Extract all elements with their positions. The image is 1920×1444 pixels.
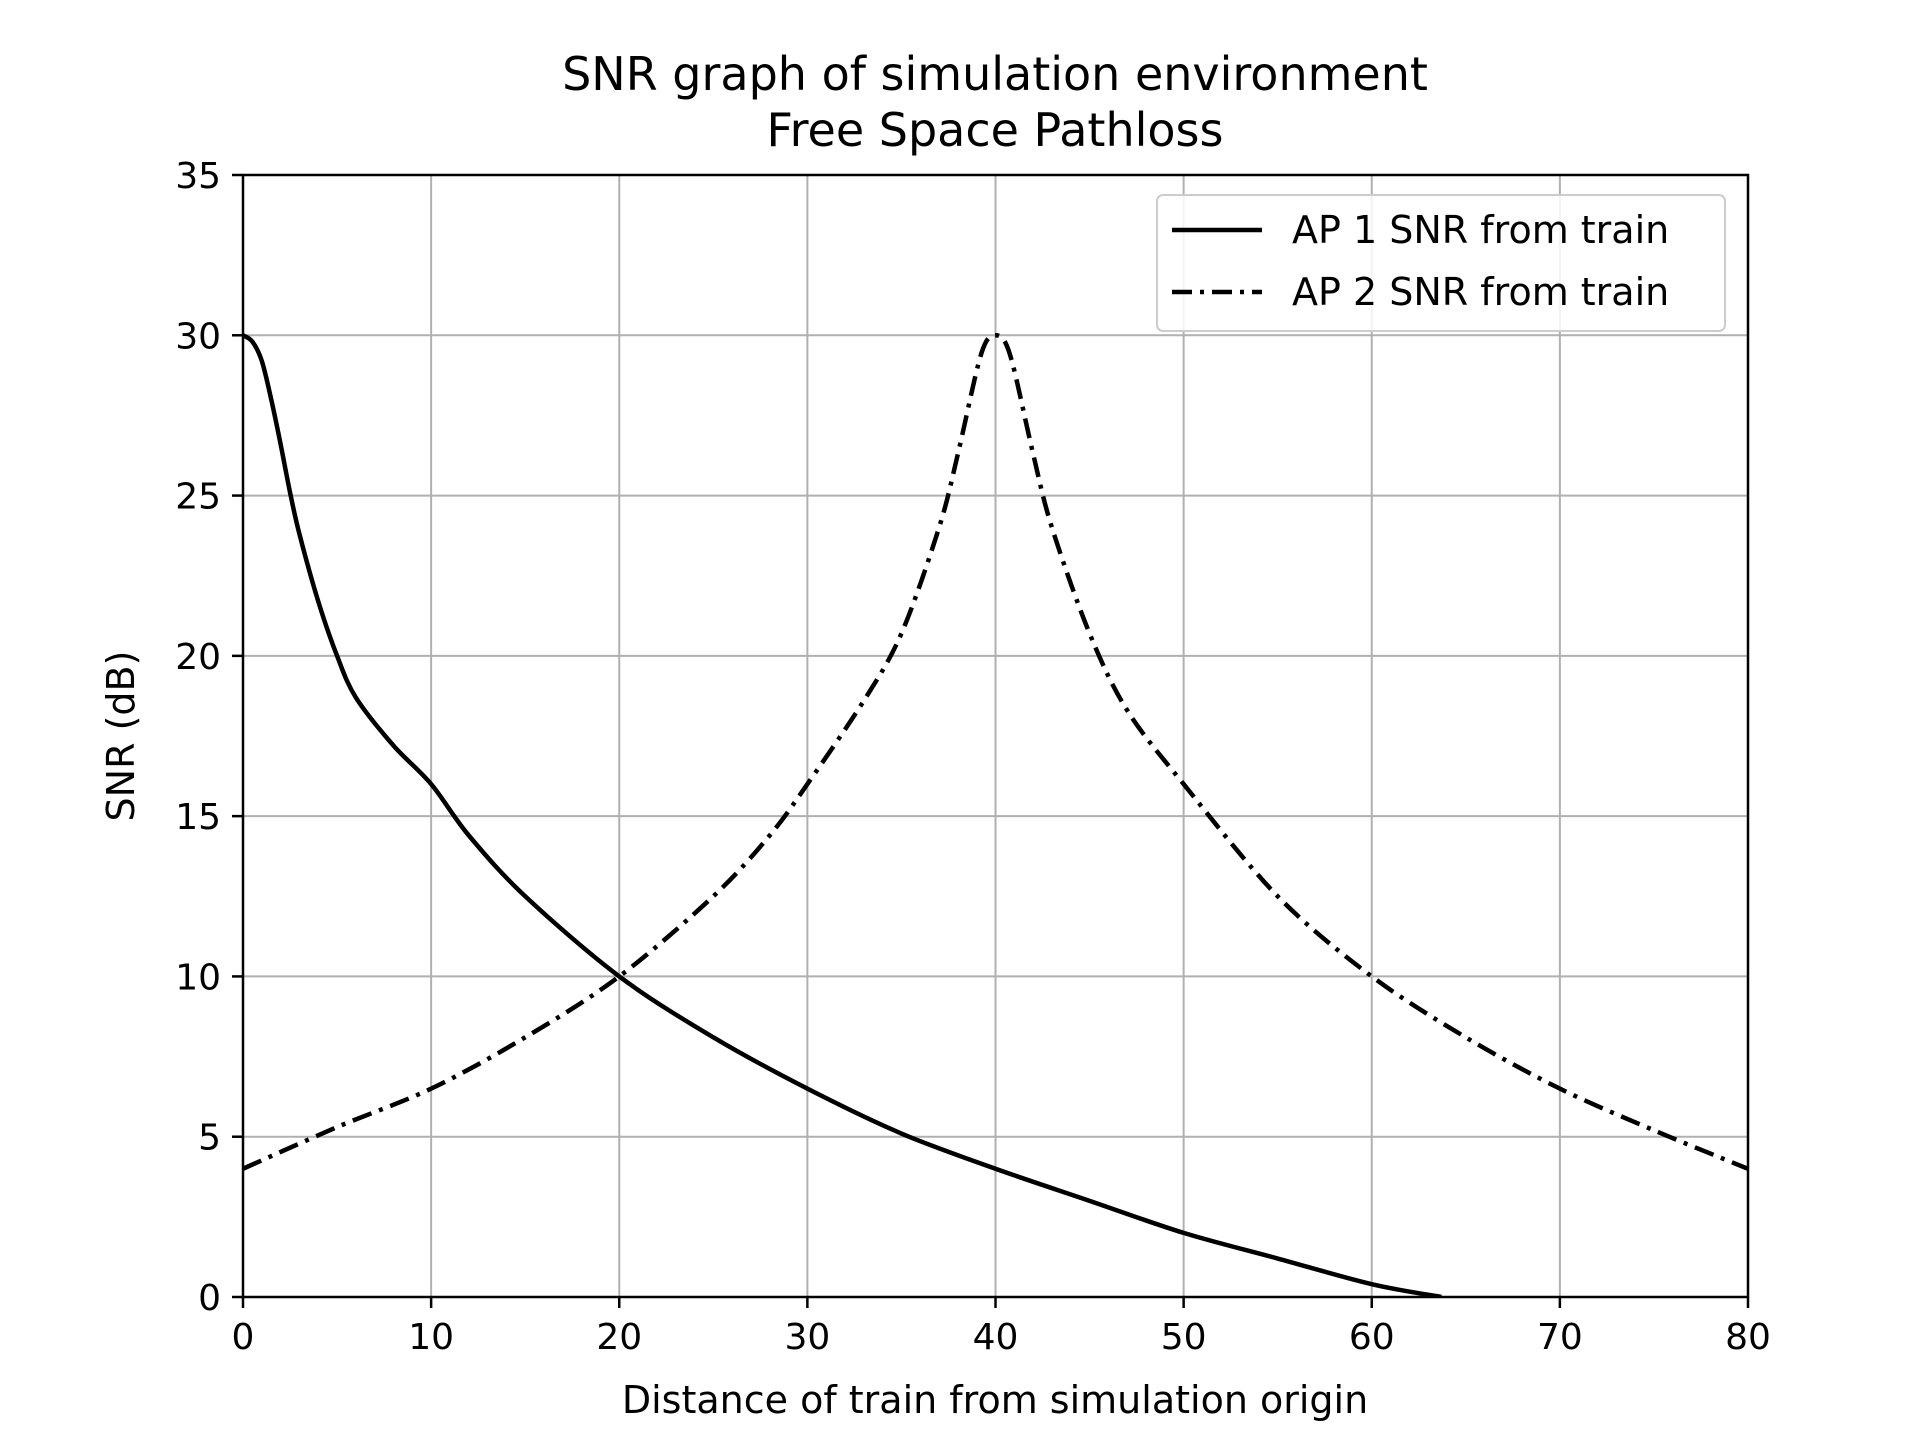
x-tick-label: 40 <box>973 1317 1019 1358</box>
legend: AP 1 SNR from train AP 2 SNR from train <box>1156 194 1726 332</box>
x-tick-label: 50 <box>1161 1317 1207 1358</box>
grid-lines <box>242 174 1749 1298</box>
y-tick-label: 5 <box>198 1118 221 1159</box>
y-tick-label: 30 <box>175 316 221 357</box>
y-tick-label: 10 <box>175 957 221 998</box>
x-tick-label: 10 <box>408 1317 454 1358</box>
y-tick-label: 0 <box>198 1278 221 1319</box>
x-tick-label: 80 <box>1725 1317 1771 1358</box>
legend-label-ap1: AP 1 SNR from train <box>1292 208 1669 252</box>
y-tick-label: 35 <box>175 156 221 197</box>
axis-ticks: 0 10 20 30 40 50 60 70 80 0 5 10 15 20 25 30 35 <box>175 156 1771 1358</box>
x-tick-label: 70 <box>1537 1317 1583 1358</box>
x-tick-label: 30 <box>784 1317 830 1358</box>
y-axis-label: SNR (dB) <box>99 651 143 822</box>
x-tick-label: 20 <box>596 1317 642 1358</box>
y-tick-label: 20 <box>175 637 221 678</box>
chart-subtitle: Free Space Pathloss <box>767 103 1224 157</box>
series-line-2 <box>243 333 1748 1171</box>
x-tick-label: 60 <box>1349 1317 1395 1358</box>
series-line-1 <box>243 333 1442 1297</box>
legend-label-ap2: AP 2 SNR from train <box>1292 270 1669 314</box>
series-lines <box>243 333 1748 1297</box>
x-tick-label: 0 <box>232 1317 255 1358</box>
y-tick-label: 25 <box>175 477 221 518</box>
x-axis-label: Distance of train from simulation origin <box>622 1378 1368 1422</box>
y-tick-label: 15 <box>175 797 221 838</box>
chart-title: SNR graph of simulation environment <box>562 47 1428 101</box>
legend-box <box>1156 194 1726 332</box>
